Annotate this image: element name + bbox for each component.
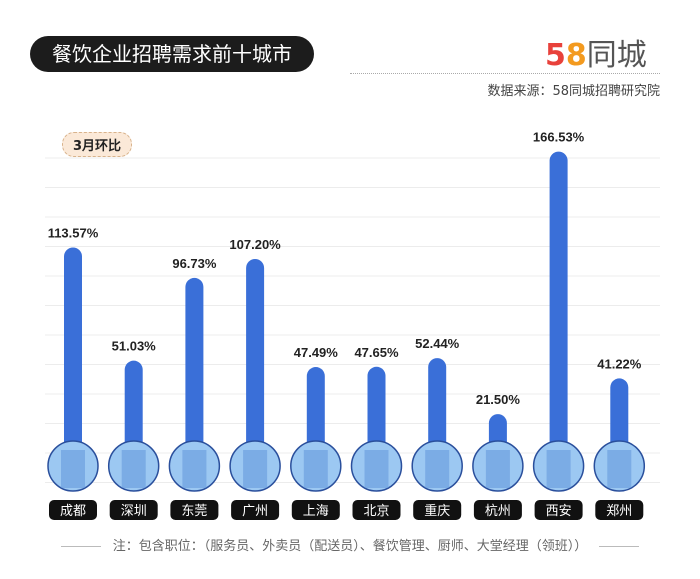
category-label-bg xyxy=(352,500,401,520)
data-label: 41.22% xyxy=(597,356,642,371)
category-label: 重庆 xyxy=(424,503,450,519)
data-label: 21.50% xyxy=(476,392,521,407)
category-label-bg xyxy=(413,500,462,520)
category-label-bg xyxy=(49,500,97,520)
category-label: 西安 xyxy=(546,504,572,519)
data-label: 107.20% xyxy=(229,237,281,252)
category-label: 北京 xyxy=(363,504,389,519)
category-label: 深圳 xyxy=(121,504,147,519)
category-label: 成都 xyxy=(60,504,86,519)
category-label-bg xyxy=(170,500,219,520)
landmark-building xyxy=(425,450,450,488)
landmark-building xyxy=(243,450,268,488)
category-label: 杭州 xyxy=(485,504,511,519)
category-label-bg xyxy=(291,500,340,520)
footnote: 注：包含职位：（服务员、外卖员（配送员）、餐饮管理、厨师、大堂经理（领班）） xyxy=(0,535,700,554)
category-label: 上海 xyxy=(303,504,329,519)
bar xyxy=(549,151,568,464)
data-label: 51.03% xyxy=(112,339,157,354)
category-label-bg xyxy=(595,500,644,520)
landmark-building xyxy=(546,450,571,488)
bar xyxy=(185,277,204,463)
category-label-bg xyxy=(473,500,522,520)
landmark-building xyxy=(121,450,146,488)
category-label-bg xyxy=(109,500,158,520)
category-label: 东莞 xyxy=(181,504,207,519)
bar xyxy=(367,366,386,463)
landmark-building xyxy=(364,450,389,488)
data-label: 52.44% xyxy=(415,336,460,351)
landmark-building xyxy=(61,450,85,488)
bar xyxy=(124,360,143,463)
bar xyxy=(64,247,82,463)
data-label: 113.57% xyxy=(48,225,99,240)
bar xyxy=(246,258,265,463)
category-label-bg xyxy=(231,500,280,520)
data-label: 47.65% xyxy=(354,345,399,360)
data-label: 96.73% xyxy=(172,256,217,271)
data-label: 166.53% xyxy=(533,130,585,145)
bar xyxy=(306,367,325,463)
legend-badge: 3月环比 xyxy=(62,132,133,157)
landmark-building xyxy=(303,450,328,488)
divider xyxy=(350,73,660,74)
data-label: 47.49% xyxy=(294,345,339,360)
data-source: 数据来源：58同城招聘研究院 xyxy=(487,84,660,99)
category-label: 郑州 xyxy=(606,504,632,519)
landmark-building xyxy=(485,450,510,488)
bar xyxy=(428,358,447,463)
landmark-building xyxy=(607,450,632,488)
category-label: 广州 xyxy=(242,504,268,519)
landmark-building xyxy=(182,450,207,488)
brand-logo: 58同城 xyxy=(545,38,647,73)
category-label-bg xyxy=(534,500,583,520)
page-title: 餐饮企业招聘需求前十城市 xyxy=(30,36,314,72)
